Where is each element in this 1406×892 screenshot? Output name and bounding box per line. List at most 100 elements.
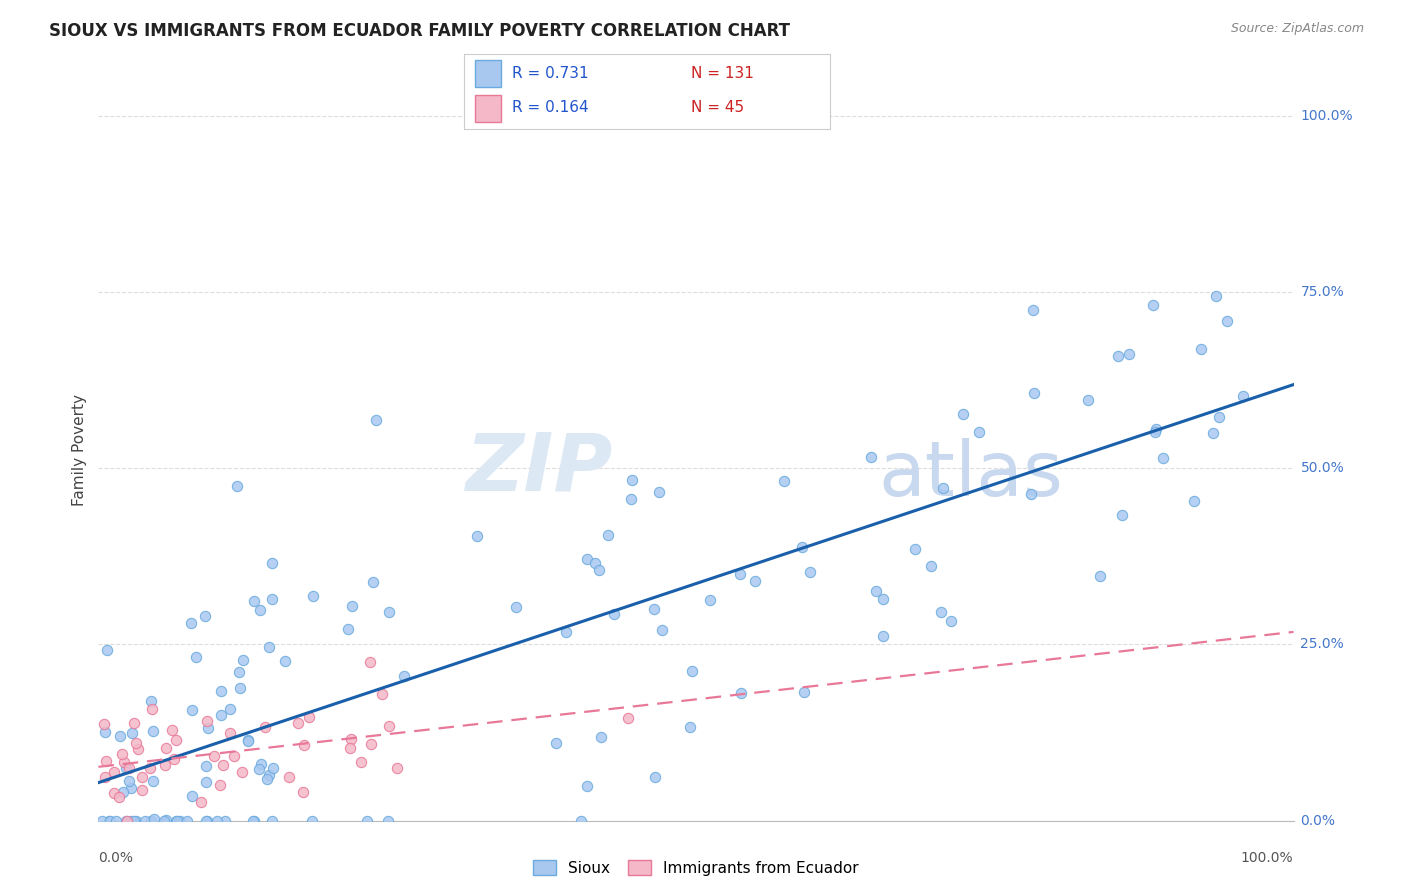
Point <box>103 764 125 779</box>
Text: 25.0%: 25.0% <box>1301 638 1344 651</box>
Point <box>1152 451 1174 466</box>
Point <box>142 773 165 788</box>
Point <box>360 737 382 751</box>
Point <box>363 574 385 589</box>
Point <box>274 654 297 668</box>
Point <box>197 721 219 735</box>
FancyBboxPatch shape <box>475 95 501 122</box>
Point <box>91 814 114 828</box>
Text: N = 45: N = 45 <box>690 100 744 115</box>
Point <box>112 785 135 799</box>
Point <box>681 664 703 678</box>
Point <box>931 481 953 495</box>
Point <box>301 814 323 828</box>
Point <box>505 600 527 615</box>
Point <box>619 491 641 506</box>
Point <box>120 781 142 796</box>
Point <box>1232 389 1254 403</box>
Point <box>647 484 669 499</box>
Point <box>952 408 974 422</box>
Point <box>256 772 278 786</box>
Text: R = 0.731: R = 0.731 <box>512 66 588 81</box>
Point <box>544 736 567 750</box>
Point <box>107 790 129 805</box>
Point <box>120 814 142 828</box>
Point <box>209 684 232 698</box>
Point <box>236 733 259 747</box>
Point <box>194 775 217 789</box>
Text: Source: ZipAtlas.com: Source: ZipAtlas.com <box>1230 22 1364 36</box>
Point <box>181 789 204 804</box>
Point <box>121 726 143 740</box>
Point <box>98 814 121 828</box>
Point <box>262 814 284 828</box>
Point <box>859 450 882 464</box>
Point <box>104 814 127 828</box>
Point <box>231 764 253 779</box>
Point <box>155 813 177 827</box>
Point <box>588 563 610 577</box>
Point <box>115 814 138 828</box>
Point <box>115 761 138 775</box>
Text: SIOUX VS IMMIGRANTS FROM ECUADOR FAMILY POVERTY CORRELATION CHART: SIOUX VS IMMIGRANTS FROM ECUADOR FAMILY … <box>49 22 790 40</box>
Point <box>169 814 191 828</box>
Point <box>118 774 141 789</box>
Point <box>176 814 198 828</box>
Point <box>250 756 273 771</box>
Point <box>920 558 942 573</box>
Point <box>385 762 408 776</box>
Point <box>153 757 176 772</box>
Point <box>249 602 271 616</box>
Point <box>1088 569 1111 583</box>
Point <box>904 541 927 556</box>
Point <box>728 566 751 581</box>
Point <box>643 602 665 616</box>
Y-axis label: Family Poverty: Family Poverty <box>72 394 87 507</box>
Point <box>1144 425 1167 439</box>
Point <box>262 591 284 606</box>
Point <box>197 714 219 729</box>
Point <box>117 761 139 775</box>
Point <box>340 732 363 747</box>
Point <box>127 741 149 756</box>
Point <box>180 703 202 717</box>
Point <box>93 724 115 739</box>
Point <box>1216 314 1239 328</box>
Point <box>94 771 117 785</box>
Point <box>793 685 815 699</box>
Point <box>1144 422 1167 436</box>
Point <box>247 762 270 776</box>
Point <box>744 574 766 588</box>
Point <box>1077 393 1099 408</box>
Text: 100.0%: 100.0% <box>1301 109 1353 122</box>
Point <box>186 650 208 665</box>
Point <box>773 474 796 488</box>
Point <box>257 768 280 782</box>
Point <box>576 552 599 566</box>
Point <box>254 720 277 734</box>
Point <box>222 748 245 763</box>
Point <box>571 814 593 828</box>
Point <box>165 814 187 828</box>
Point <box>336 622 359 636</box>
Point <box>277 770 299 784</box>
Text: N = 131: N = 131 <box>690 66 754 81</box>
Point <box>202 748 225 763</box>
Point <box>291 784 314 798</box>
Point <box>620 473 643 487</box>
Point <box>155 740 177 755</box>
FancyBboxPatch shape <box>475 61 501 87</box>
Point <box>163 752 186 766</box>
Legend: Sioux, Immigrants from Ecuador: Sioux, Immigrants from Ecuador <box>533 861 859 876</box>
Point <box>583 557 606 571</box>
Point <box>1182 493 1205 508</box>
Point <box>292 738 315 752</box>
Point <box>139 694 162 708</box>
Point <box>160 723 183 737</box>
Point <box>209 708 232 723</box>
Point <box>790 540 813 554</box>
Point <box>302 589 325 603</box>
Text: 0.0%: 0.0% <box>1301 814 1336 828</box>
Point <box>339 741 361 756</box>
Point <box>575 779 598 793</box>
